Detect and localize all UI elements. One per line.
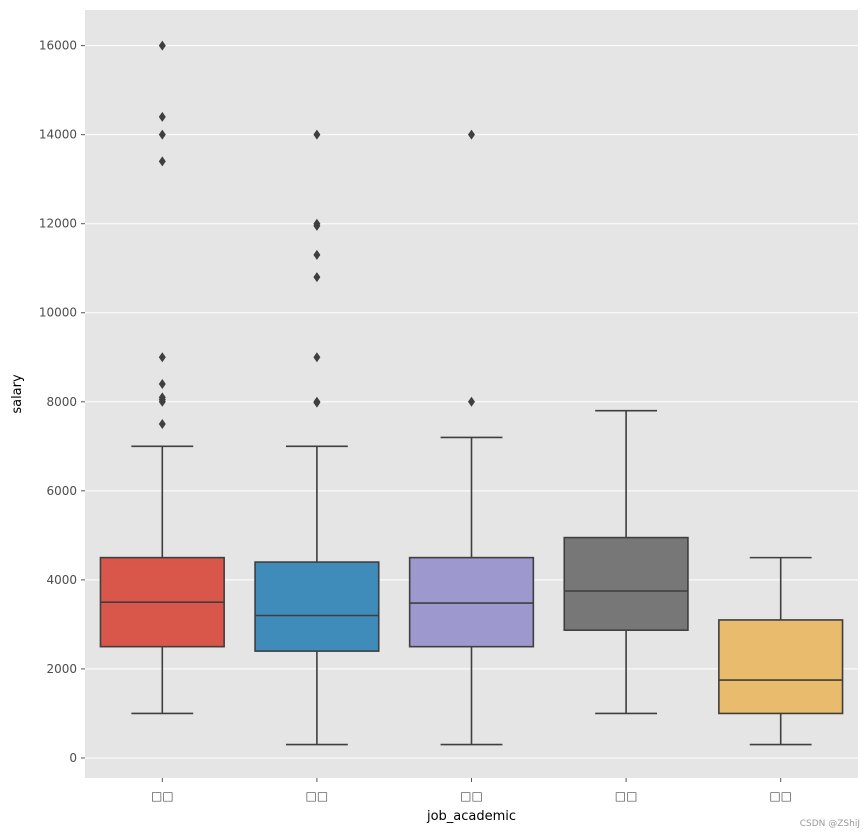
outlier-point — [158, 396, 166, 407]
outlier-point — [158, 156, 166, 167]
outlier-point — [468, 396, 475, 407]
y-tick-label: 10000 — [39, 306, 77, 320]
outlier-point — [313, 129, 321, 140]
outlier-point — [158, 419, 166, 430]
box-iqr — [563, 536, 689, 631]
x-axis-ticks: □□ □□ □□ □□ □□ — [151, 778, 792, 803]
x-tick-label: □□ — [460, 789, 483, 803]
box-group — [408, 129, 535, 746]
box-group — [254, 129, 380, 746]
outlier-point — [313, 397, 321, 408]
x-tick-label: □□ — [151, 789, 174, 803]
y-axis-ticks: 0 2000 4000 6000 8000 10000 12000 14000 16000 — [39, 39, 85, 765]
outlier-point — [158, 378, 166, 389]
outlier-point — [158, 129, 166, 140]
x-tick-label: □□ — [306, 789, 329, 803]
box-iqr — [718, 619, 844, 715]
y-tick-label: 8000 — [46, 395, 77, 409]
x-axis-label: job_academic — [426, 809, 516, 824]
y-tick-label: 0 — [69, 751, 77, 765]
outlier-point — [313, 220, 321, 231]
outlier-point — [313, 249, 321, 260]
box-group — [718, 556, 844, 746]
y-tick-label: 12000 — [39, 217, 77, 231]
outlier-point — [313, 272, 321, 283]
y-tick-label: 14000 — [39, 128, 77, 142]
outlier-point — [158, 40, 166, 51]
outlier-point — [158, 352, 166, 363]
outlier-point — [468, 129, 475, 140]
y-tick-label: 6000 — [46, 484, 77, 498]
box-iqr — [408, 556, 535, 648]
box-iqr — [254, 561, 380, 652]
outlier-point — [158, 111, 166, 122]
x-tick-label: □□ — [769, 789, 792, 803]
y-tick-label: 2000 — [46, 662, 77, 676]
y-tick-label: 16000 — [39, 39, 77, 53]
box-group — [99, 40, 225, 715]
watermark: CSDN @ZShiJ — [799, 819, 860, 829]
box-group — [563, 409, 689, 715]
y-tick-label: 4000 — [46, 573, 77, 587]
x-tick-label: □□ — [615, 789, 638, 803]
box-series — [99, 40, 844, 746]
y-axis-label: salary — [10, 374, 25, 414]
outlier-point — [313, 352, 321, 363]
